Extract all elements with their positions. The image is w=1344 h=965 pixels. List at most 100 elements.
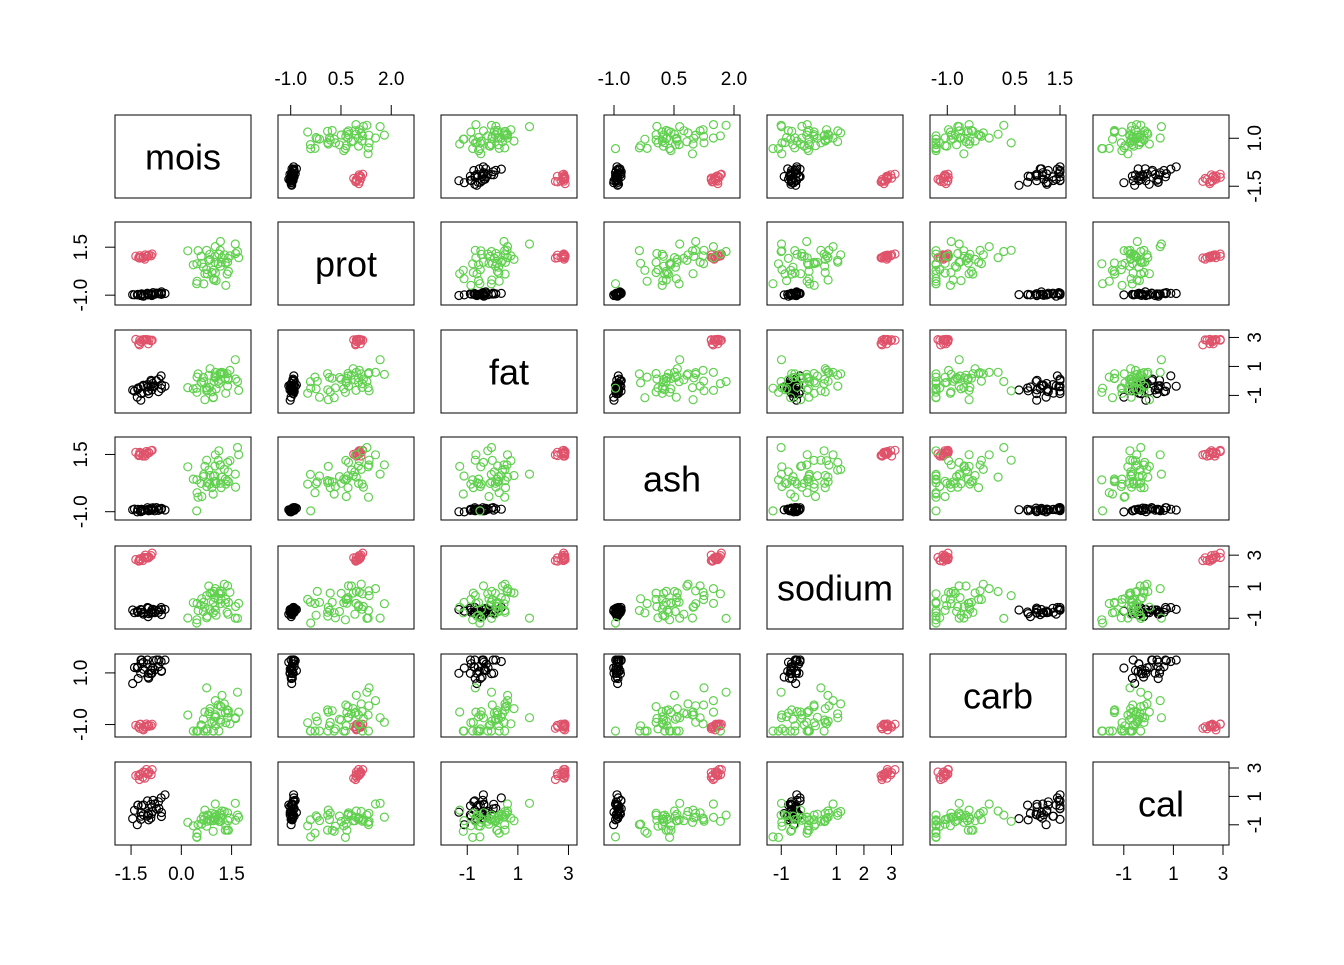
data-point <box>1048 175 1059 186</box>
data-point <box>689 710 699 720</box>
data-point <box>362 120 372 130</box>
data-point <box>289 656 299 667</box>
data-point <box>999 442 1009 453</box>
data-point <box>657 127 667 137</box>
data-point <box>799 720 809 730</box>
points-fat-vs-cal <box>1097 334 1225 405</box>
data-point <box>475 290 485 300</box>
data-point <box>454 507 464 517</box>
data-point <box>492 266 502 276</box>
data-point <box>1198 555 1208 566</box>
data-point <box>1166 164 1176 174</box>
data-point <box>211 610 221 620</box>
data-point <box>1136 269 1146 279</box>
data-point <box>674 597 684 607</box>
data-point <box>936 555 946 566</box>
data-point <box>1097 475 1107 485</box>
data-point <box>341 455 351 465</box>
data-point <box>471 450 481 460</box>
data-point <box>810 721 821 731</box>
data-point <box>721 246 731 257</box>
data-point <box>660 810 670 820</box>
data-point <box>230 239 240 249</box>
data-point <box>1171 288 1181 299</box>
data-point <box>1132 385 1142 395</box>
data-point <box>199 815 209 825</box>
x-tick-label-ash: 2.0 <box>721 69 747 90</box>
data-point <box>959 461 969 471</box>
data-point <box>231 482 241 492</box>
data-point <box>993 806 1003 816</box>
data-point <box>323 705 333 715</box>
data-point <box>640 265 650 275</box>
data-point <box>496 793 506 803</box>
data-point <box>809 280 819 290</box>
data-point <box>708 707 719 717</box>
data-point <box>288 504 298 514</box>
data-point <box>821 813 832 823</box>
data-point <box>792 795 802 806</box>
data-point <box>657 821 667 831</box>
data-point <box>776 810 786 820</box>
data-point <box>1022 177 1033 187</box>
data-point <box>474 666 484 677</box>
data-point <box>666 825 676 835</box>
data-point <box>635 819 646 829</box>
data-point <box>213 376 223 386</box>
data-point <box>653 613 663 623</box>
y-tick-label-fat: -1 <box>1245 387 1266 404</box>
data-point <box>459 471 469 481</box>
panel-carb-vs-prot <box>277 653 415 738</box>
data-point <box>1041 820 1051 830</box>
data-point <box>776 442 786 453</box>
data-point <box>213 700 223 710</box>
data-point <box>232 376 243 387</box>
data-point <box>351 552 361 563</box>
data-point <box>698 594 709 605</box>
data-point <box>375 713 385 723</box>
x-tick-label-cal: 3 <box>1218 864 1229 885</box>
data-point <box>959 251 969 261</box>
data-point <box>715 816 726 826</box>
data-point <box>964 805 974 815</box>
data-point <box>1156 239 1167 249</box>
data-point <box>1202 555 1212 566</box>
data-point <box>635 258 646 268</box>
data-point <box>343 701 353 712</box>
data-point <box>1006 590 1016 601</box>
data-point <box>469 662 479 672</box>
data-point <box>803 260 814 270</box>
data-point <box>223 266 233 276</box>
data-point <box>708 385 719 395</box>
data-point <box>327 825 337 835</box>
data-point <box>133 607 143 617</box>
data-point <box>810 378 821 388</box>
data-point <box>493 601 503 612</box>
data-point <box>836 369 846 379</box>
data-point <box>343 457 354 467</box>
x-tick-label-sodium: 1 <box>831 864 842 885</box>
data-point <box>690 245 701 255</box>
data-point <box>303 388 313 398</box>
data-point <box>200 269 210 279</box>
data-point <box>524 798 535 808</box>
data-point <box>776 687 786 697</box>
data-point <box>1022 504 1033 514</box>
data-point <box>611 171 621 181</box>
data-point <box>942 478 952 488</box>
data-point <box>472 269 482 279</box>
panel-ash-vs-sodium <box>766 436 904 521</box>
data-point <box>976 455 987 465</box>
data-point <box>955 371 965 381</box>
data-point <box>786 669 797 679</box>
data-point <box>192 618 202 628</box>
points-prot-vs-fat <box>454 236 570 301</box>
data-point <box>943 125 954 135</box>
data-point <box>1144 139 1155 149</box>
data-point <box>478 126 489 136</box>
data-point <box>356 579 366 589</box>
data-point <box>978 579 988 589</box>
data-point <box>791 287 802 297</box>
data-point <box>225 365 235 375</box>
data-point <box>1131 251 1141 261</box>
